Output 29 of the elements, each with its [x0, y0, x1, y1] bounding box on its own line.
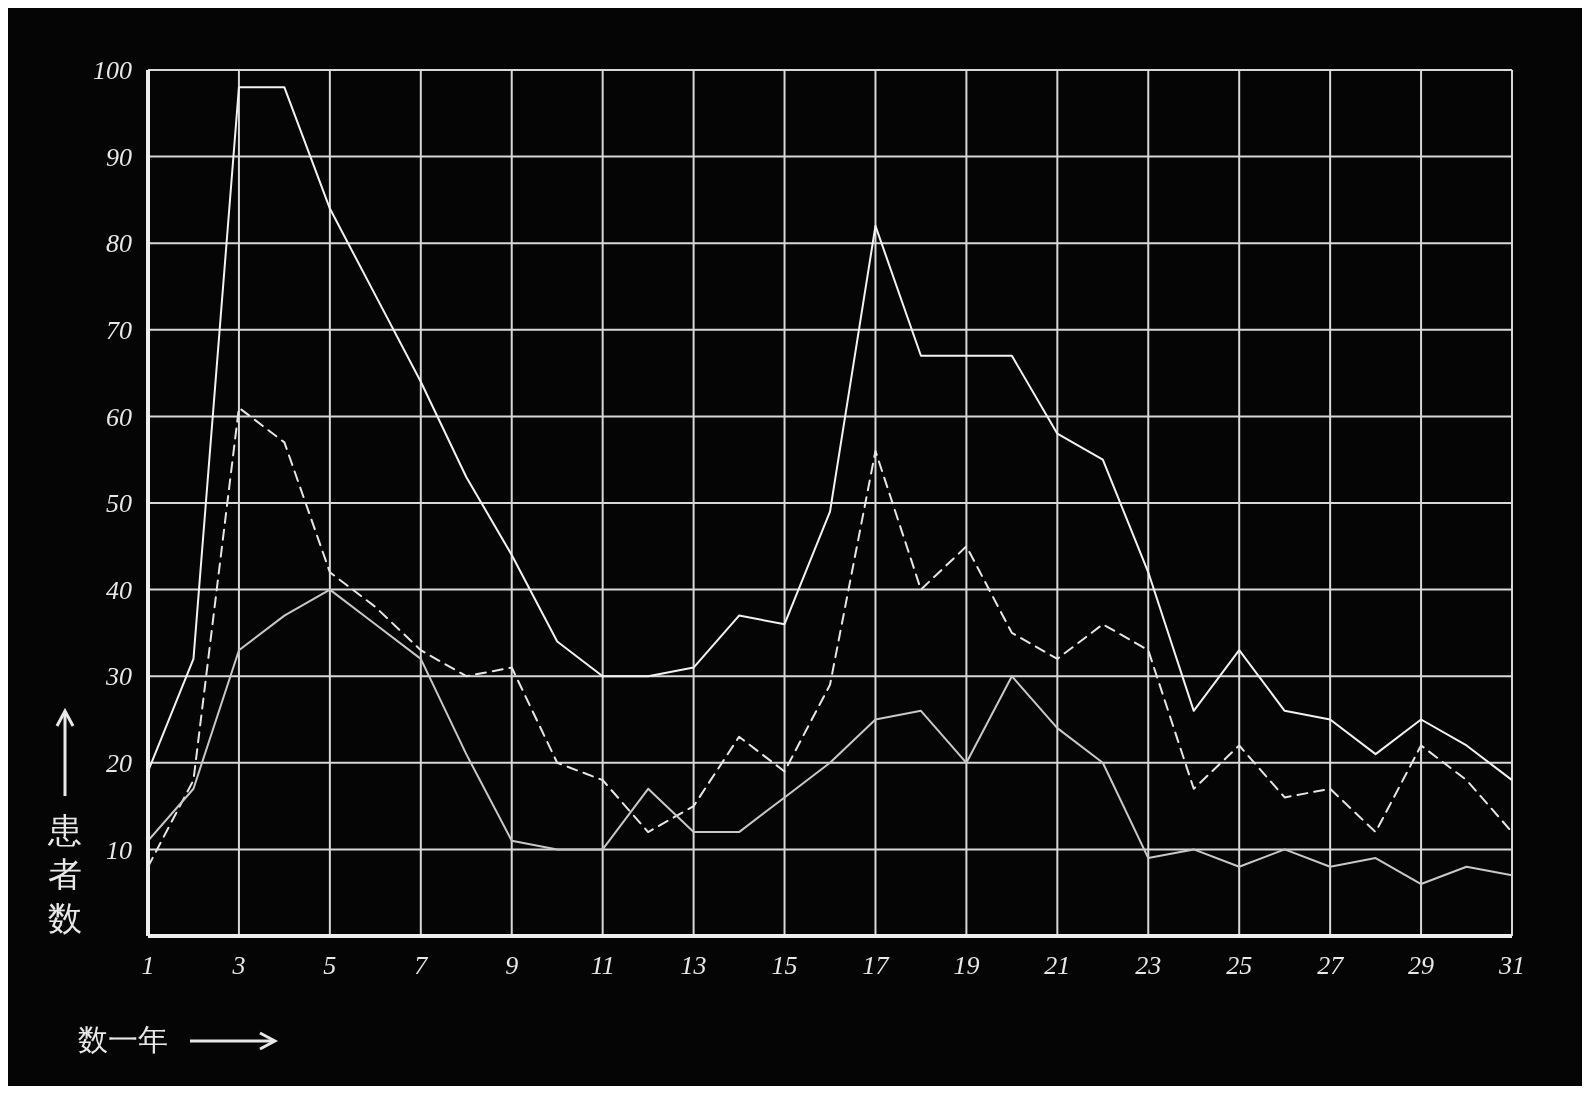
x-tick-label: 27	[1317, 951, 1345, 981]
y-tick-label: 50	[106, 489, 132, 519]
x-tick-label: 9	[505, 951, 519, 981]
line-series	[148, 588, 1512, 886]
y-tick-label: 30	[105, 662, 132, 692]
y-tick-label: 20	[106, 749, 132, 779]
x-tick-label: 25	[1226, 951, 1253, 981]
x-tick-label: 31	[1498, 951, 1525, 981]
x-tick-label: 13	[680, 951, 707, 981]
y-tick-label: 100	[93, 56, 132, 86]
y-tick-label: 40	[106, 575, 132, 605]
y-tick-label: 90	[106, 142, 132, 172]
x-tick-label: 19	[953, 951, 980, 981]
y-tick-label: 60	[106, 402, 132, 432]
y-axis-title: 患者数	[48, 809, 82, 940]
x-tick-label: 1	[141, 951, 155, 981]
x-tick-label: 17	[862, 951, 890, 981]
x-tick-label: 3	[231, 951, 246, 981]
x-tick-label: 7	[414, 951, 429, 981]
x-tick-label: 15	[771, 951, 798, 981]
x-axis-title: 数一年	[78, 1021, 168, 1059]
x-tick-label: 21	[1044, 951, 1071, 981]
x-tick-label: 29	[1408, 951, 1435, 981]
y-tick-label: 70	[106, 316, 132, 346]
y-tick-label: 10	[106, 835, 132, 865]
x-tick-label: 5	[323, 951, 337, 981]
y-tick-label: 80	[106, 229, 132, 259]
x-tick-label: 11	[590, 951, 615, 981]
x-tick-label: 23	[1135, 951, 1162, 981]
